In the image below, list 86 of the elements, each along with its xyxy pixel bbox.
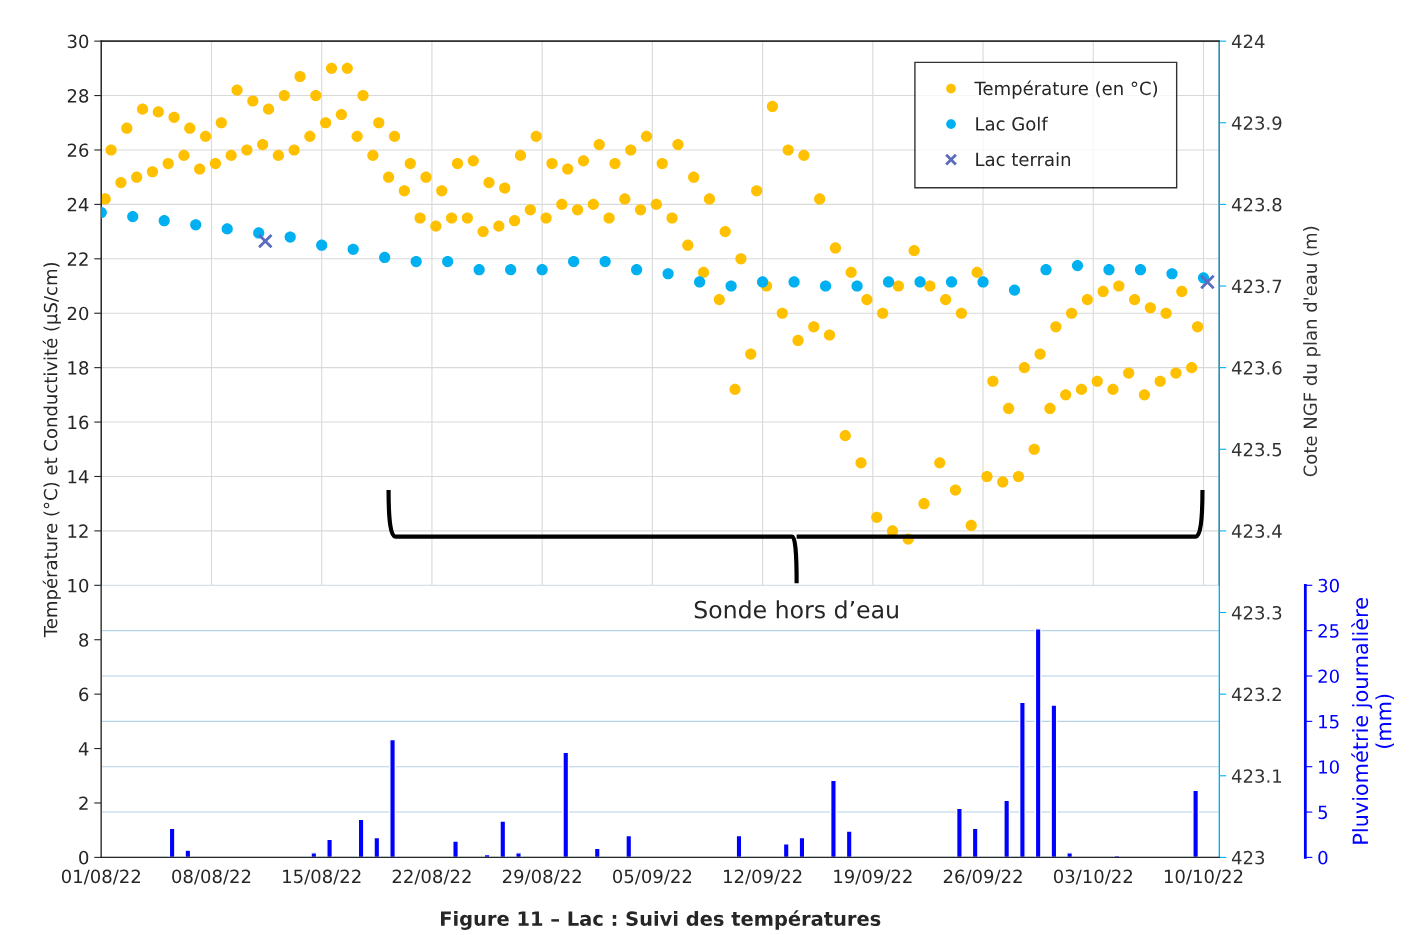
- y2-tick-label: 423.3: [1231, 605, 1282, 620]
- y2-tick-label: 423.1: [1231, 769, 1282, 783]
- y2-tick-label: 423.4: [1231, 524, 1282, 539]
- y3-tick-label: 5: [1318, 805, 1328, 820]
- y-tick-label: 12: [68, 524, 88, 538]
- point: [756, 276, 769, 288]
- y-tick-label: 24: [67, 197, 89, 212]
- point: [1103, 264, 1115, 276]
- point: [568, 255, 580, 268]
- y-tick-label: 20: [67, 306, 89, 321]
- y3-axis-title: Pluviométrie journalière (mm): [1351, 598, 1394, 844]
- x-tick-label: 15/08/22: [283, 869, 361, 885]
- point: [1071, 260, 1084, 272]
- y3-tick-label: 15: [1319, 715, 1339, 729]
- point: [977, 276, 989, 288]
- y3-tick-label: 0: [1318, 850, 1328, 865]
- x-tick-label: 01/08/22: [61, 869, 140, 885]
- y-tick-label: 18: [68, 361, 89, 375]
- y-tick-label: 8: [79, 633, 89, 647]
- y2-tick-label: 423: [1231, 850, 1265, 865]
- point: [1040, 264, 1052, 276]
- point: [914, 276, 926, 288]
- point: [819, 280, 832, 292]
- x-tick-label: 12/09/22: [724, 869, 802, 885]
- y-tick-label: 2: [79, 796, 88, 810]
- point: [788, 276, 800, 288]
- point: [190, 219, 202, 231]
- x-tick-label: 05/09/22: [613, 869, 692, 885]
- y2-axis-title: Cote NGF du plan d'eau (m): [1303, 226, 1321, 477]
- y2-tick-label: 423.9: [1231, 116, 1282, 130]
- point: [662, 268, 674, 280]
- point: [536, 264, 548, 276]
- legend-label: Température (en °C): [974, 80, 1158, 99]
- text: Figure 11 – Lac : Suivi des températures: [441, 910, 881, 930]
- point: [1008, 284, 1021, 296]
- y-tick-label: 26: [67, 143, 89, 158]
- y-tick-label: 28: [67, 89, 89, 103]
- x-tick-label: 10/10/22: [1164, 869, 1243, 885]
- x-tick-label: 08/08/22: [172, 869, 251, 885]
- y3-tick-label: 30: [1318, 578, 1339, 593]
- y-tick-label: 14: [68, 470, 89, 484]
- point: [379, 251, 391, 264]
- point: [442, 255, 454, 268]
- point: [725, 280, 737, 292]
- y2-tick-label: 423.2: [1231, 687, 1281, 702]
- y2-tick-label: 423.5: [1231, 442, 1282, 457]
- y3-tick-label: 20: [1318, 669, 1339, 684]
- y3-tick-label: 25: [1318, 624, 1339, 638]
- y-axis-title: Température (°C) et Conductivité (µS/cm): [42, 262, 61, 638]
- y2-tick-label: 423.8: [1231, 197, 1282, 212]
- point: [221, 223, 233, 235]
- y-tick-label: 0: [79, 850, 89, 865]
- y-tick-label: 30: [67, 34, 89, 49]
- point: [473, 264, 485, 276]
- point: [882, 276, 895, 288]
- x-tick-label: 03/10/22: [1053, 869, 1132, 885]
- point: [347, 243, 359, 255]
- y-tick-label: 4: [78, 742, 89, 756]
- point: [599, 255, 611, 268]
- point: [410, 255, 422, 268]
- point: [505, 264, 517, 276]
- point: [631, 264, 643, 276]
- legend-label: Lac terrain: [976, 152, 1070, 167]
- point: [284, 231, 296, 243]
- point: [1134, 264, 1147, 276]
- point: [694, 276, 706, 288]
- legend-label: Lac Golf: [976, 116, 1049, 131]
- y-tick-label: 10: [68, 578, 89, 593]
- y-tick-label: 22: [67, 252, 88, 266]
- annotation: Sonde hors d’eau: [694, 600, 898, 619]
- y-tick-label: 16: [68, 415, 89, 430]
- y2-tick-label: 423.6: [1231, 361, 1282, 375]
- point: [945, 276, 958, 288]
- point: [316, 239, 328, 251]
- y2-tick-label: 423.7: [1231, 279, 1282, 294]
- point: [1166, 268, 1178, 280]
- y2-tick-label: 424: [1231, 34, 1265, 48]
- x-tick-label: 19/09/22: [834, 869, 912, 885]
- x-tick-label: 22/08/22: [392, 869, 471, 885]
- y3-tick-label: 10: [1319, 760, 1339, 774]
- point: [851, 280, 863, 292]
- x-tick-label: 29/08/22: [502, 869, 581, 885]
- y-tick-label: 6: [79, 687, 89, 702]
- x-tick-label: 26/09/22: [943, 869, 1022, 885]
- point: [127, 211, 139, 223]
- point: [158, 215, 170, 227]
